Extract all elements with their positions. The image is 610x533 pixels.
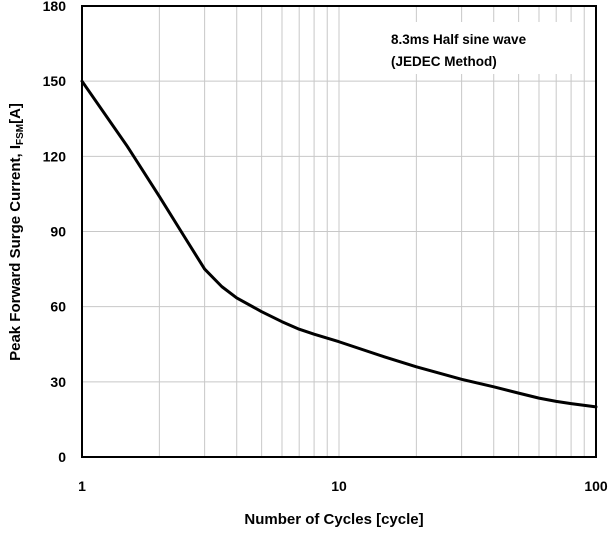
x-tick-label: 10	[331, 478, 347, 494]
x-tick-label: 100	[584, 478, 608, 494]
annotation-line-2: (JEDEC Method)	[391, 54, 497, 69]
y-tick-label: 30	[50, 374, 66, 390]
y-tick-label: 150	[43, 73, 67, 89]
grid-lines	[82, 6, 596, 457]
plot-frame	[81, 5, 597, 458]
x-tick-label: 1	[78, 478, 86, 494]
y-axis-label-main: Peak Forward Surge Current, I	[7, 145, 24, 361]
y-tick-label: 180	[43, 0, 67, 14]
y-tick-label: 90	[50, 224, 66, 240]
y-axis-label-subscript: FSM	[15, 124, 26, 145]
y-tick-label: 120	[43, 148, 67, 164]
y-tick-label: 0	[58, 449, 66, 465]
x-axis-label: Number of Cycles [cycle]	[244, 511, 423, 528]
annotation-line-1: 8.3ms Half sine wave	[391, 32, 527, 47]
series-layer	[80, 79, 598, 409]
annotation-box	[370, 22, 580, 74]
y-axis-label: Peak Forward Surge Current, IFSM[A]	[7, 103, 26, 361]
tick-labels: 0 30 60 90 120 150 180 1 10 100	[43, 0, 608, 494]
y-tick-label: 60	[50, 299, 66, 315]
surge-current-curve	[80, 79, 598, 409]
y-axis-label-unit: [A]	[7, 103, 24, 124]
